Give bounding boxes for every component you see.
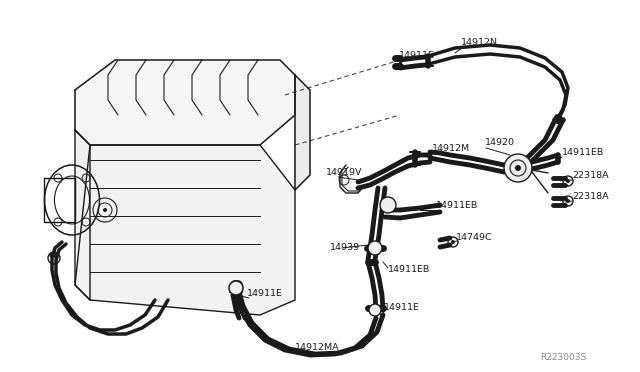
Text: 14911E: 14911E — [247, 289, 283, 298]
Circle shape — [369, 304, 381, 316]
Polygon shape — [295, 75, 310, 190]
Circle shape — [451, 240, 455, 244]
Text: 14912M: 14912M — [432, 144, 470, 153]
Text: 22318A: 22318A — [572, 192, 609, 201]
Circle shape — [380, 197, 396, 213]
Text: 14911EB: 14911EB — [388, 266, 430, 275]
Polygon shape — [75, 130, 90, 300]
Circle shape — [103, 208, 107, 212]
Text: 14911EB: 14911EB — [562, 148, 604, 157]
Text: 14911E: 14911E — [384, 304, 420, 312]
Text: 14911EB: 14911EB — [436, 201, 478, 209]
Text: 22318A: 22318A — [572, 170, 609, 180]
Text: 14920: 14920 — [485, 138, 515, 147]
Circle shape — [566, 199, 570, 203]
Polygon shape — [75, 60, 295, 145]
Text: 14939: 14939 — [330, 243, 360, 251]
Text: 14911E: 14911E — [399, 51, 435, 60]
Circle shape — [368, 241, 382, 255]
Text: 14912MA: 14912MA — [295, 343, 340, 353]
Circle shape — [515, 165, 521, 171]
Polygon shape — [75, 145, 295, 315]
Circle shape — [504, 154, 532, 182]
Text: 14912N: 14912N — [461, 38, 498, 46]
Text: 14919V: 14919V — [326, 167, 362, 176]
Circle shape — [229, 281, 243, 295]
Text: 14749C: 14749C — [456, 232, 493, 241]
Text: R223003S: R223003S — [540, 353, 586, 362]
Circle shape — [566, 179, 570, 183]
